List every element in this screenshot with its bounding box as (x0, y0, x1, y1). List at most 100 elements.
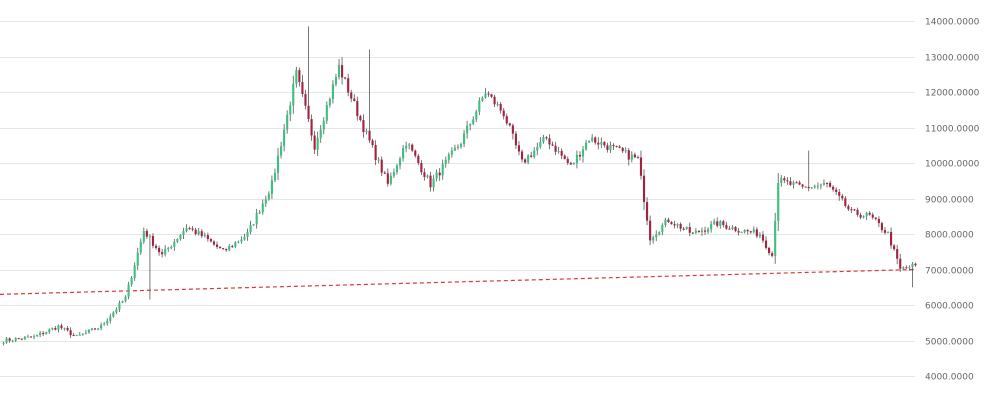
grid-layer (0, 21, 915, 377)
candle-down (801, 184, 804, 187)
candle-up (258, 212, 261, 214)
candle-down (807, 186, 810, 189)
candle-up (267, 193, 270, 200)
candle-down (749, 231, 752, 233)
candle-down (368, 130, 371, 141)
candle-up (23, 336, 26, 340)
candle-down (225, 248, 228, 251)
candle-down (347, 78, 350, 93)
candle-down (899, 258, 902, 269)
candle-up (51, 328, 54, 330)
candle-down (310, 119, 313, 136)
candle-down (804, 186, 807, 188)
candle-up (472, 119, 475, 125)
candle-down (298, 70, 301, 83)
candle-down (771, 253, 774, 256)
candle-up (435, 172, 438, 179)
candle-down (29, 336, 33, 338)
y-tick-label: 9000.0000 (925, 196, 974, 206)
candle-up (63, 327, 66, 329)
candle-up (331, 84, 334, 100)
candle-up (112, 312, 115, 317)
candle-down (344, 77, 347, 79)
candle-up (685, 227, 688, 229)
candle-down (145, 230, 148, 237)
candle-up (325, 105, 328, 121)
candle-up (276, 155, 280, 173)
candle-down (764, 240, 768, 248)
candle-down (673, 224, 676, 226)
candle-up (109, 316, 112, 321)
candle-up (179, 234, 182, 239)
candle-up (466, 125, 469, 134)
candle-down (356, 100, 359, 117)
candle-down (728, 228, 731, 230)
candle-down (194, 229, 197, 235)
candle-down (200, 231, 203, 237)
candle-down (414, 150, 417, 156)
y-axis-labels: 14000.0000 13000.0000 12000.0000 11000.0000… (925, 18, 980, 383)
candle-up (865, 212, 868, 217)
candle-up (237, 241, 240, 243)
candle-up (426, 175, 429, 177)
candle-up (84, 332, 87, 334)
candle-down (896, 249, 899, 259)
candle-down (844, 198, 847, 207)
candle-down (829, 182, 832, 187)
candle-up (661, 224, 664, 233)
candle-down (688, 227, 691, 233)
candle-up (575, 154, 578, 163)
candle-up (292, 83, 295, 106)
candle-up (130, 277, 133, 285)
candle-up (57, 325, 60, 330)
candle-down (222, 248, 225, 250)
candle-up (173, 241, 176, 247)
candle-down (231, 245, 234, 247)
candle-up (810, 187, 813, 189)
candle-down (371, 140, 374, 146)
candle-up (450, 150, 453, 155)
candle-up (322, 120, 325, 130)
candle-down (682, 228, 685, 230)
candle-up (694, 230, 697, 233)
candle-up (496, 103, 499, 105)
candle-down (606, 145, 609, 150)
candle-down (520, 151, 524, 160)
candle-up (289, 105, 292, 115)
candle-up (124, 296, 127, 302)
candle-up (902, 267, 905, 269)
trendline-layer (0, 268, 916, 295)
candle-down (722, 221, 725, 226)
candle-down (594, 137, 597, 143)
candle-down (66, 327, 69, 331)
candle-up (453, 147, 456, 151)
candle-down (850, 209, 853, 211)
candle-up (700, 230, 704, 233)
candle-down (847, 206, 850, 210)
candle-down (551, 144, 554, 146)
candle-up (536, 146, 539, 151)
candle-up (14, 338, 17, 341)
candle-up (743, 230, 746, 233)
candle-down (697, 230, 700, 233)
candle-down (417, 155, 420, 164)
candle-down (188, 228, 191, 230)
candle-down (859, 214, 862, 218)
candle-down (499, 103, 502, 111)
candle-down (914, 263, 917, 266)
candle-up (136, 252, 139, 266)
candle-up (481, 97, 484, 101)
candle-down (786, 180, 789, 182)
candle-down (798, 182, 801, 185)
candle-up (283, 129, 286, 147)
candle-up (398, 158, 402, 166)
candle-up (630, 154, 633, 160)
candle-up (655, 234, 658, 238)
candle-down (548, 138, 551, 145)
candle-up (273, 172, 277, 181)
candle-down (386, 173, 389, 184)
candle-layer (2, 26, 917, 346)
y-tick-label: 4000.0000 (925, 373, 974, 383)
candle-up (813, 186, 816, 188)
candle-up (585, 142, 588, 150)
